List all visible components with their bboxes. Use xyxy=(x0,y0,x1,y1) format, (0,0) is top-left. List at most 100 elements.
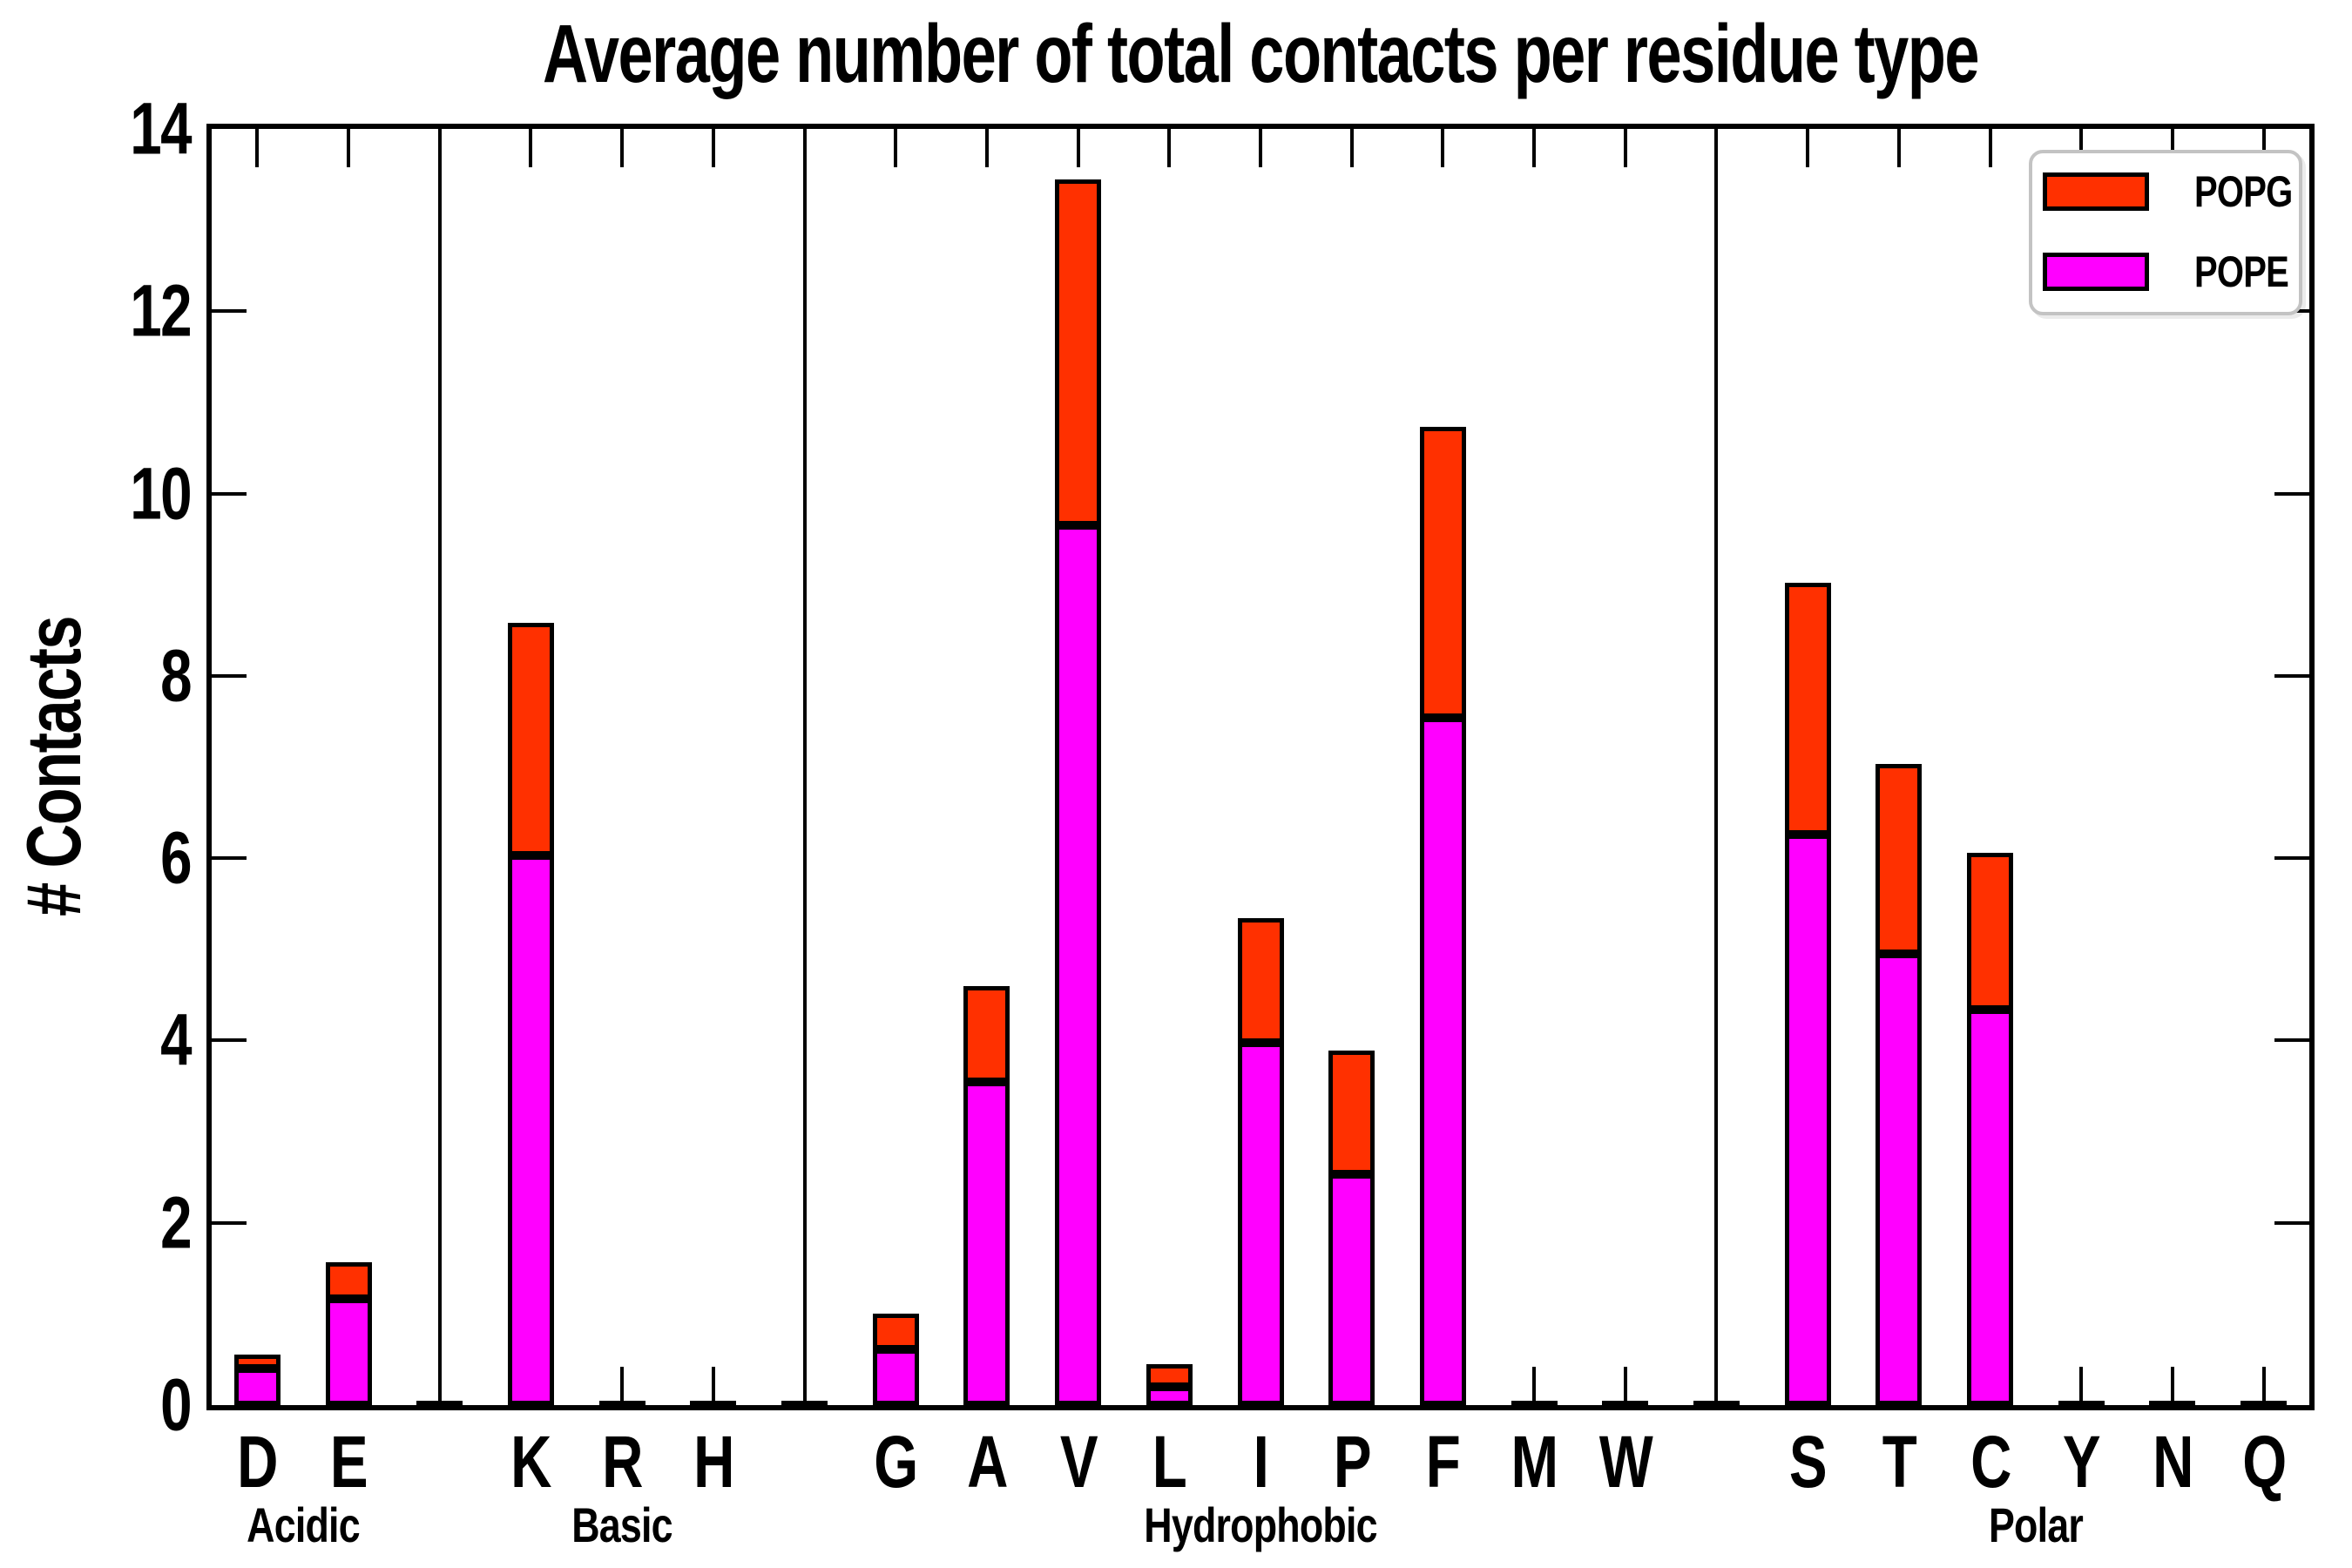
x-tick-label-C: C xyxy=(1970,1421,2011,1503)
zero-bar xyxy=(1511,1401,1558,1405)
bar-segment-pope xyxy=(507,855,554,1405)
y-tick-label: 0 xyxy=(160,1363,192,1446)
bar-segment-pope xyxy=(1876,954,1923,1405)
bar-segment-pope xyxy=(1055,525,1102,1405)
bar-segment-pope xyxy=(1146,1387,1193,1405)
stacked-bar-A xyxy=(963,985,1010,1405)
bar-segment-pope xyxy=(963,1081,1010,1405)
y-tick-label: 6 xyxy=(160,816,192,899)
group-divider-line xyxy=(437,129,442,1405)
y-axis-tick-right xyxy=(2274,673,2309,678)
bar-segment-popg xyxy=(1328,1050,1375,1175)
legend-item-POPE: POPE xyxy=(2043,247,2312,296)
x-tick-label-H: H xyxy=(693,1421,734,1503)
y-axis-tick xyxy=(212,491,247,496)
x-tick-label-Y: Y xyxy=(2063,1421,2101,1503)
x-axis-tick-top xyxy=(711,129,715,167)
zero-bar xyxy=(598,1401,645,1405)
x-axis-tick-bottom xyxy=(2170,1367,2174,1405)
bar-segment-pope xyxy=(1237,1042,1284,1405)
bar-segment-popg xyxy=(1967,852,2014,1010)
zero-bar xyxy=(781,1401,828,1405)
bar-segment-popg xyxy=(872,1314,919,1350)
y-axis-tick xyxy=(212,1220,247,1225)
plot-area: POPG POPE xyxy=(206,124,2315,1410)
group-label-basic: Basic xyxy=(571,1497,672,1552)
x-axis-tick-top xyxy=(1623,129,1627,167)
x-axis-tick-top xyxy=(2079,129,2084,167)
x-tick-label-K: K xyxy=(510,1421,552,1503)
x-axis-tick-top xyxy=(2261,129,2266,167)
stacked-bar-V xyxy=(1055,179,1102,1405)
y-tick-label: 4 xyxy=(160,998,192,1081)
x-tick-label-S: S xyxy=(1789,1421,1828,1503)
x-tick-label-E: E xyxy=(329,1421,368,1503)
x-tick-label-L: L xyxy=(1152,1421,1187,1503)
stacked-bar-L xyxy=(1146,1363,1193,1405)
bar-segment-popg xyxy=(1237,918,1284,1043)
y-axis-tick xyxy=(212,309,247,314)
legend-box: POPG POPE xyxy=(2029,150,2302,315)
group-label-acidic: Acidic xyxy=(246,1497,360,1552)
x-axis-tick-bottom xyxy=(711,1367,715,1405)
x-tick-label-P: P xyxy=(1333,1421,1372,1503)
group-divider-line xyxy=(1714,129,1719,1405)
x-axis-tick-top xyxy=(255,129,260,167)
group-label-hydrophobic: Hydrophobic xyxy=(1144,1497,1377,1552)
legend-item-POPG: POPG xyxy=(2043,167,2316,216)
bar-segment-popg xyxy=(1876,764,1923,955)
x-axis-tick-bottom xyxy=(2261,1367,2266,1405)
bar-segment-popg xyxy=(1419,427,1466,718)
stacked-bar-S xyxy=(1784,583,1831,1405)
x-axis-tick-top xyxy=(1988,129,1992,167)
y-tick-label: 12 xyxy=(130,269,192,352)
x-tick-label-M: M xyxy=(1511,1421,1559,1503)
x-tick-label-A: A xyxy=(967,1421,1008,1503)
x-tick-label-I: I xyxy=(1253,1421,1269,1503)
x-axis-tick-top xyxy=(1441,129,1445,167)
zero-bar xyxy=(1602,1401,1649,1405)
bar-segment-pope xyxy=(1967,1009,2014,1405)
x-axis-tick-top xyxy=(1806,129,1810,167)
x-axis-tick-top xyxy=(2170,129,2174,167)
bar-segment-pope xyxy=(1419,718,1466,1405)
x-axis-tick-top xyxy=(529,129,533,167)
x-axis-tick-top xyxy=(1896,129,1901,167)
zero-bar xyxy=(690,1401,737,1405)
x-axis-tick-top xyxy=(1167,129,1172,167)
stacked-bar-C xyxy=(1967,852,2014,1405)
zero-bar xyxy=(1693,1401,1740,1405)
group-divider-line xyxy=(802,129,807,1405)
bar-segment-popg xyxy=(1784,583,1831,835)
bar-segment-popg xyxy=(507,623,554,856)
zero-bar xyxy=(416,1401,463,1405)
x-tick-label-F: F xyxy=(1426,1421,1461,1503)
y-axis-tick-right xyxy=(2274,1038,2309,1043)
x-axis-tick-top xyxy=(984,129,989,167)
chart-title: Average number of total contacts per res… xyxy=(542,8,1980,100)
x-axis-tick-top xyxy=(347,129,351,167)
bar-segment-popg xyxy=(233,1355,280,1369)
x-axis-tick-bottom xyxy=(620,1367,625,1405)
x-axis-tick-top xyxy=(1076,129,1080,167)
y-axis-tick xyxy=(212,1038,247,1043)
x-tick-label-W: W xyxy=(1598,1421,1653,1503)
y-axis-tick-right xyxy=(2274,491,2309,496)
x-tick-label-T: T xyxy=(1882,1421,1917,1503)
x-tick-label-V: V xyxy=(1059,1421,1098,1503)
bar-segment-popg xyxy=(325,1261,372,1299)
y-axis-tick xyxy=(212,673,247,678)
stacked-bar-P xyxy=(1328,1050,1375,1405)
y-tick-label: 2 xyxy=(160,1181,192,1264)
bar-segment-pope xyxy=(1328,1174,1375,1405)
bar-segment-pope xyxy=(1784,834,1831,1405)
x-axis-tick-top xyxy=(620,129,625,167)
y-axis-tick xyxy=(212,856,247,861)
x-axis-tick-bottom xyxy=(2079,1367,2084,1405)
x-tick-label-D: D xyxy=(237,1421,278,1503)
stacked-bar-K xyxy=(507,623,554,1405)
bar-segment-popg xyxy=(963,985,1010,1082)
x-tick-label-G: G xyxy=(874,1421,918,1503)
bar-segment-pope xyxy=(325,1298,372,1405)
